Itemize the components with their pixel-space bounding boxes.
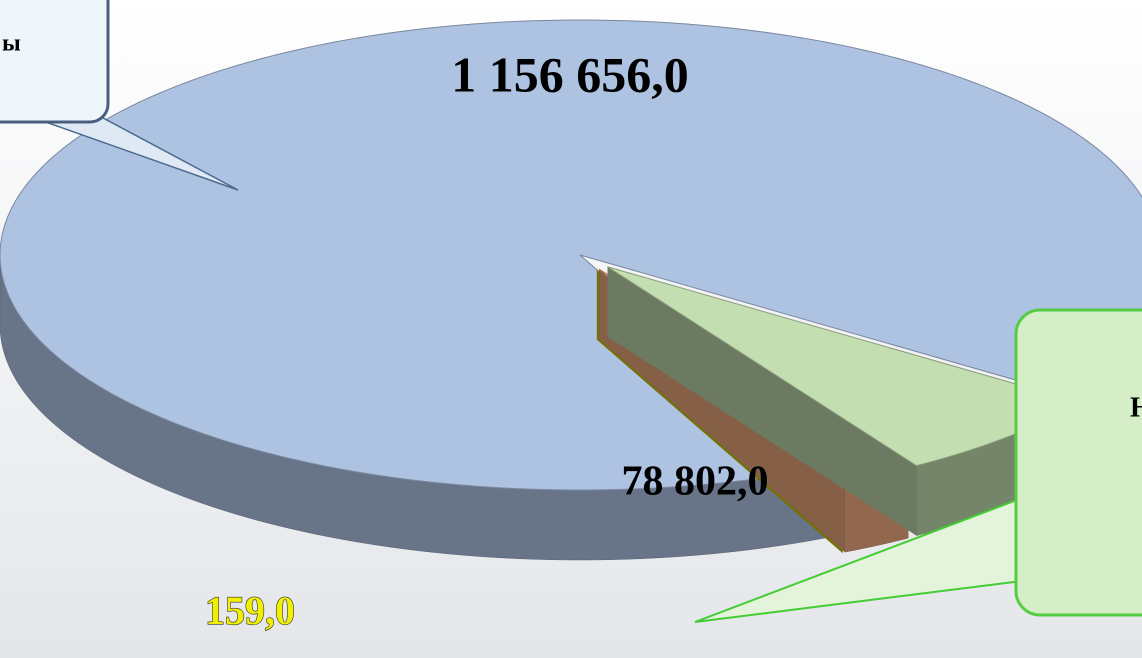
data-label: 78 802,0 — [622, 459, 769, 505]
labels: 1 156 656,0 78 802,0 159,0 — [204, 46, 769, 633]
slice-face — [607, 266, 917, 536]
data-label: 1 156 656,0 — [451, 46, 689, 102]
data-label: 159,0 — [205, 588, 295, 633]
pie — [0, 19, 1142, 561]
callouts: ы Н — [0, 0, 1142, 623]
callout-box — [0, 0, 110, 124]
slice — [0, 19, 1142, 491]
callout-text: ы — [2, 31, 21, 57]
callout-text: Н — [1130, 392, 1142, 423]
callout-box — [1014, 308, 1142, 617]
